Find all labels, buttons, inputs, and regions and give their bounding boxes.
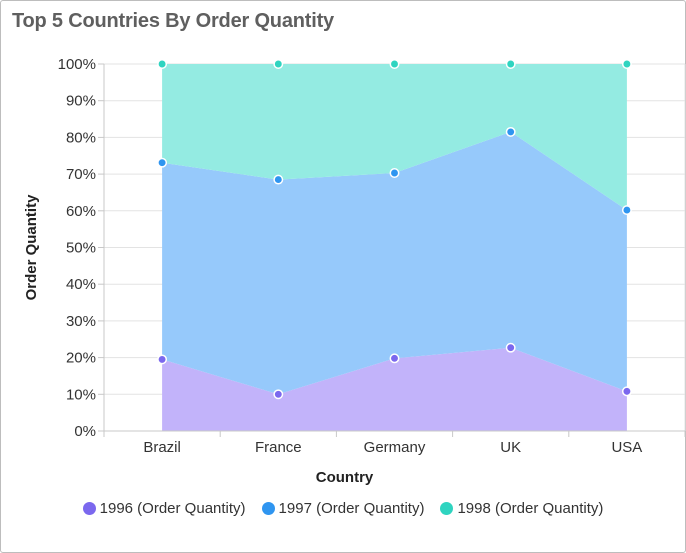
- legend-swatch: [82, 501, 96, 515]
- x-axis-title: Country: [316, 469, 374, 486]
- y-tick-label: 0%: [74, 423, 96, 440]
- legend-label: 1996 (Order Quantity): [99, 499, 246, 517]
- x-tick-label: France: [255, 439, 302, 456]
- marker-series-1: [505, 342, 516, 353]
- x-tick-label: Germany: [364, 439, 426, 456]
- legend-item-3[interactable]: 1998 (Order Quantity): [440, 500, 603, 517]
- y-tick-label: 60%: [66, 203, 96, 220]
- y-tick-label: 20%: [66, 350, 96, 367]
- y-axis-title: Order Quantity: [23, 194, 40, 301]
- y-tick-label: 70%: [66, 166, 96, 183]
- y-tick-label: 50%: [66, 240, 96, 257]
- marker-series-2: [621, 205, 632, 216]
- data-markers: [157, 59, 632, 400]
- marker-series-3: [273, 59, 284, 69]
- legend-item-2[interactable]: 1997 (Order Quantity): [261, 499, 425, 517]
- marker-series-1: [621, 386, 632, 397]
- y-tick-label: 80%: [66, 129, 96, 146]
- legend-label: 1998 (Order Quantity): [457, 499, 604, 517]
- marker-series-3: [389, 59, 400, 69]
- y-tick-label: 30%: [66, 313, 96, 330]
- x-tick-label: Brazil: [143, 439, 181, 456]
- marker-series-2: [157, 157, 168, 168]
- x-tick-label: USA: [611, 439, 642, 456]
- x-tick-label: UK: [500, 439, 521, 456]
- marker-series-2: [389, 168, 400, 178]
- marker-series-1: [157, 354, 168, 365]
- marker-series-1: [389, 353, 400, 364]
- legend-label: 1997 (Order Quantity): [278, 499, 425, 517]
- marker-series-1: [273, 389, 284, 400]
- marker-series-3: [505, 59, 516, 69]
- y-tick-label: 100%: [58, 56, 96, 73]
- area-series-2: [162, 131, 627, 395]
- marker-series-2: [505, 126, 516, 137]
- marker-series-2: [273, 174, 284, 185]
- stacked-areas: [162, 64, 627, 431]
- legend-swatch: [261, 501, 275, 515]
- legend-item-1[interactable]: 1996 (Order Quantity): [82, 499, 246, 517]
- chart-title: Top 5 Countries By Order Quantity: [12, 10, 334, 32]
- marker-series-3: [621, 59, 632, 69]
- marker-series-3: [157, 59, 168, 69]
- legend: 1996 (Order Quantity) 1997 (Order Quantit…: [0, 497, 686, 519]
- y-tick-label: 40%: [66, 276, 96, 293]
- area-series-1: [162, 347, 627, 431]
- y-tick-label: 90%: [66, 93, 96, 110]
- y-tick-label: 10%: [66, 386, 96, 403]
- axes: 0% 10% 20% 30% 40% 50% 60% 70% 80% 90% 100% Brazil F…: [58, 56, 686, 456]
- legend-swatch: [440, 501, 454, 515]
- area-series-3: [162, 64, 627, 211]
